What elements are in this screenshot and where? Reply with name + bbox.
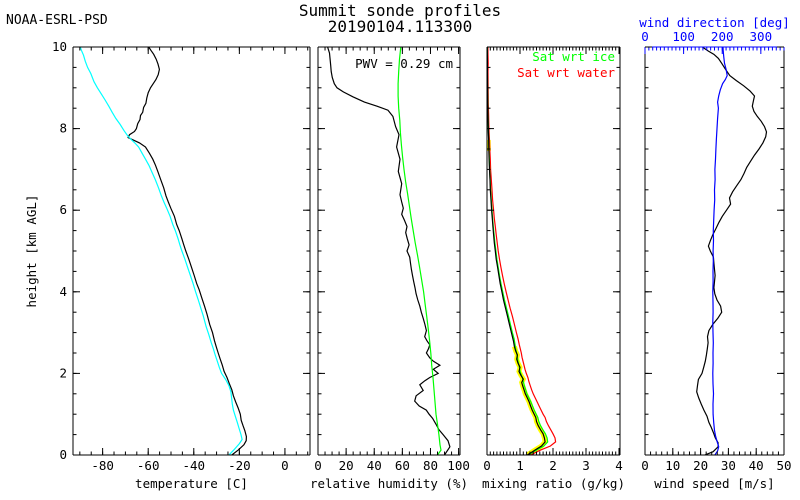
relative_humidity-series-group — [327, 47, 451, 455]
wind-xtick-label: 30 — [721, 458, 736, 473]
panel-relative_humidity: 0 20 40 60 80 100 relative humidity (%) PWV = 0… — [310, 46, 470, 491]
temperature-series-frost-point — [79, 47, 243, 455]
wind-top-tick-label: 0 — [641, 29, 649, 44]
relative_humidity-series-relative-humidity — [327, 47, 451, 455]
wind-top-tick-label: 200 — [711, 29, 734, 44]
panel-temperature: -80 -60 -40 -20 0 0 2 4 6 8 10 temperature [C] heigh… — [24, 39, 311, 491]
relative_humidity-x-axis-title: relative humidity (%) — [310, 476, 468, 491]
relative_humidity-xtick-label: 100 — [447, 458, 470, 473]
mixing_ratio-series-sat-wrt-ice — [487, 47, 549, 455]
wind-top-tick-label: 300 — [750, 29, 773, 44]
wind-series-wind-speed — [696, 47, 768, 455]
wind-top-tick-label: 100 — [672, 29, 695, 44]
wind-direction-axis-title: wind direction [deg] — [639, 15, 790, 30]
wind-x-axis-title: wind speed [m/s] — [654, 476, 774, 491]
temperature-x-axis-title: temperature [C] — [135, 476, 248, 491]
wind-series-wind-direction — [712, 47, 728, 455]
temperature-ytick-label: 10 — [52, 39, 67, 54]
relative_humidity-xtick-label: 40 — [367, 458, 382, 473]
figure-subtitle: 20190104.113300 — [327, 17, 473, 36]
relative_humidity-series-rh-wrt-ice — [397, 47, 442, 455]
temperature-ytick-label: 6 — [59, 202, 67, 217]
wind-xtick-label: 10 — [665, 458, 680, 473]
temperature-ytick-label: 4 — [59, 284, 67, 299]
mixing_ratio-xtick-label: 3 — [582, 458, 590, 473]
relative_humidity-xtick-label: 20 — [339, 458, 354, 473]
relative_humidity-xtick-label: 80 — [423, 458, 438, 473]
figure-title: Summit sonde profiles — [298, 1, 502, 20]
temperature-series-temperature — [127, 47, 248, 455]
pwv-annotation: PWV = 0.29 cm — [355, 56, 453, 71]
mixing_ratio-xtick-label: 2 — [549, 458, 557, 473]
wind-xtick-label: 50 — [776, 458, 791, 473]
y-axis-title: height [km AGL] — [24, 195, 39, 308]
relative_humidity-xtick-label: 0 — [314, 458, 322, 473]
temperature-xtick-label: -40 — [182, 458, 205, 473]
relative_humidity-xtick-label: 60 — [395, 458, 410, 473]
wind-xtick-label: 40 — [749, 458, 764, 473]
temperature-xtick-label: -80 — [91, 458, 114, 473]
temperature-ytick-label: 8 — [59, 121, 67, 136]
wind-xtick-label: 0 — [641, 458, 649, 473]
temperature-xtick-label: -20 — [228, 458, 251, 473]
legend-item-0: Sat wrt ice — [532, 49, 615, 64]
wind-xtick-label: 20 — [693, 458, 708, 473]
temperature-ytick-label: 0 — [59, 447, 67, 462]
temperature-xtick-label: 0 — [281, 458, 289, 473]
mixing_ratio-xtick-label: 4 — [615, 458, 623, 473]
temperature-xtick-label: -60 — [137, 458, 160, 473]
mixing_ratio-x-axis-title: mixing ratio (g/kg) — [482, 476, 625, 491]
temperature-ytick-label: 2 — [59, 365, 67, 380]
source-label: NOAA-ESRL-PSD — [6, 13, 108, 28]
temperature-series-group — [79, 47, 248, 455]
wind-series-group — [696, 47, 768, 455]
mixing_ratio-xtick-label: 0 — [483, 458, 491, 473]
legend-item-1: Sat wrt water — [517, 65, 615, 80]
mixing_ratio-series-group — [487, 47, 557, 455]
mixing_ratio-series-sat-wrt-water — [487, 47, 557, 455]
mixing_ratio-xtick-label: 1 — [516, 458, 524, 473]
